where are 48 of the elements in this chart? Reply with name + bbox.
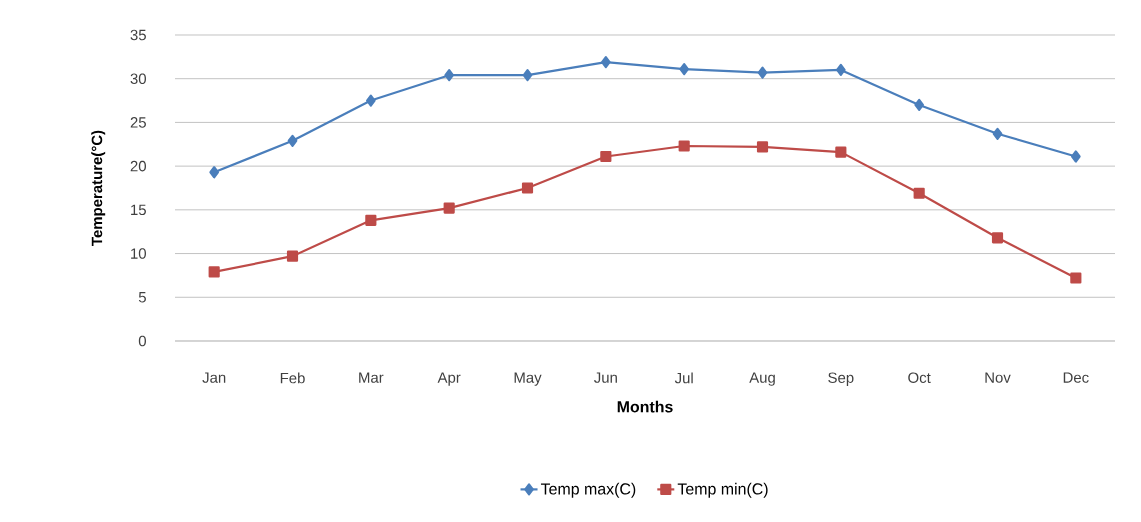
point	[914, 98, 925, 112]
point	[443, 202, 455, 214]
point	[521, 182, 534, 194]
point	[287, 134, 298, 147]
x-tick-label: Mar	[359, 372, 384, 383]
y-tick-label: 15	[131, 204, 146, 216]
y-tick-label: 5	[138, 292, 146, 303]
point	[209, 166, 220, 179]
y-tick-label: 0	[138, 335, 146, 347]
x-tick-label: Sep	[828, 372, 854, 386]
y-tick-label: 10	[131, 248, 146, 259]
y-axis-title: Temperature(°C)	[91, 130, 106, 246]
point	[913, 187, 925, 199]
y-tick-label: 20	[130, 160, 146, 172]
x-tick-label: Apr	[437, 372, 461, 386]
point	[366, 94, 376, 107]
point	[678, 140, 690, 152]
point	[444, 69, 455, 82]
point	[600, 150, 612, 163]
point	[1070, 272, 1082, 284]
point	[757, 66, 768, 79]
y-tick-label: 25	[130, 117, 146, 128]
point	[679, 63, 690, 76]
x-tick-label: Jan	[202, 372, 226, 383]
legend-label: Temp min(C)	[677, 482, 768, 498]
point	[286, 250, 299, 262]
x-tick-label: Aug	[749, 372, 775, 386]
point	[522, 69, 533, 82]
point	[992, 127, 1003, 140]
point	[756, 141, 769, 153]
x-tick-label: May	[514, 372, 542, 386]
point	[1071, 150, 1081, 163]
y-tick-label: 30	[130, 73, 146, 84]
point	[601, 56, 611, 69]
x-tick-label: Feb	[280, 372, 305, 384]
x-tick-label: Jul	[674, 372, 693, 384]
point	[991, 232, 1004, 244]
point	[365, 214, 377, 226]
x-tick-label: Nov	[985, 372, 1011, 383]
y-tick-label: 35	[130, 29, 146, 41]
x-tick-label: Oct	[908, 372, 931, 383]
legend-label: Temp max(C)	[540, 482, 636, 498]
x-axis-title: Months	[617, 400, 673, 413]
point	[836, 63, 846, 77]
x-tick-label: Dec	[1063, 372, 1089, 383]
point	[835, 146, 847, 158]
point	[208, 266, 220, 278]
x-tick-label: Jun	[594, 372, 617, 383]
